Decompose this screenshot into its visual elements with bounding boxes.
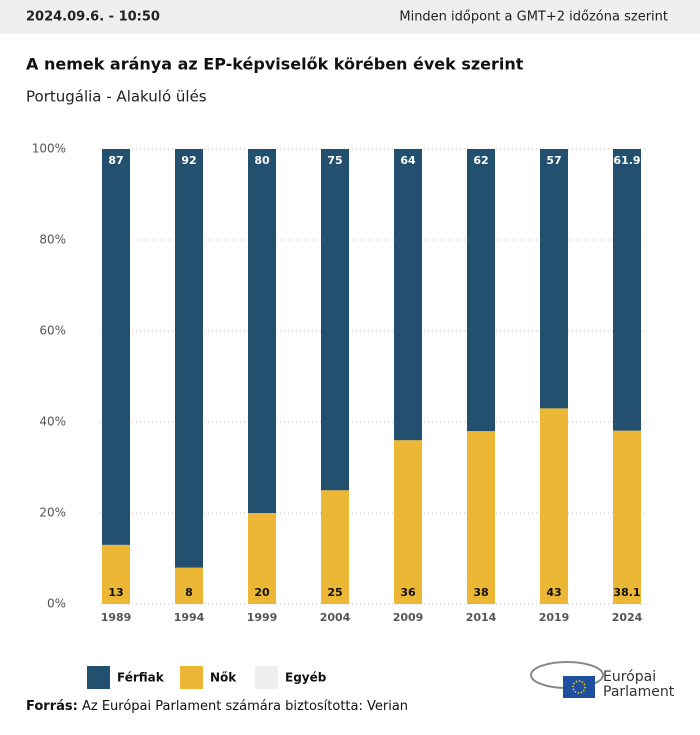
logo-line2: Parlament	[603, 684, 675, 700]
value-label: 62	[473, 154, 488, 167]
x-tick-label: 2019	[539, 611, 570, 624]
source: Forrás: Az Európai Parlament számára biz…	[26, 699, 408, 714]
logo-stars	[572, 680, 586, 694]
legend-label: Férfiak	[117, 671, 165, 685]
legend-label: Nők	[210, 671, 237, 685]
value-label: 8	[185, 586, 193, 599]
legend: Férfiak Nők Egyéb	[87, 666, 327, 689]
x-tick-label: 2024	[612, 611, 643, 624]
logo-line1: Európai	[603, 669, 656, 685]
value-label: 61.9	[613, 154, 640, 167]
y-tick-label: 100%	[32, 142, 66, 156]
value-label: 75	[327, 154, 342, 167]
value-label: 38.1	[613, 586, 640, 599]
value-label: 25	[327, 586, 342, 599]
bar-segment	[175, 567, 203, 604]
bar-segment	[102, 544, 130, 604]
bar-segment	[175, 149, 203, 568]
chart-subtitle: Portugália - Alakuló ülés	[26, 88, 207, 106]
legend-swatch	[255, 666, 278, 689]
source-text: Az Európai Parlament számára biztosított…	[82, 699, 408, 714]
bar-segment	[467, 431, 495, 604]
bar-segment	[540, 149, 568, 409]
y-tick-label: 0%	[47, 597, 66, 611]
legend-swatch	[87, 666, 110, 689]
x-tick-label: 1994	[174, 611, 205, 624]
legend-label: Egyéb	[285, 671, 327, 685]
y-tick-label: 80%	[39, 233, 66, 247]
bar-segment	[321, 149, 349, 491]
timezone-note: Minden időpont a GMT+2 időzóna szerint	[399, 10, 668, 25]
value-label: 36	[400, 586, 416, 599]
legend-swatch	[180, 666, 203, 689]
logo: Európai Parlament	[530, 661, 675, 700]
x-tick-label: 1999	[247, 611, 278, 624]
bar-segment	[613, 149, 641, 431]
value-label: 92	[181, 154, 196, 167]
timestamp: 2024.09.6. - 10:50	[26, 10, 160, 25]
bar-segment	[394, 149, 422, 441]
value-label: 57	[546, 154, 561, 167]
y-tick-label: 60%	[39, 324, 66, 338]
value-label: 87	[108, 154, 123, 167]
bar-segment	[248, 513, 276, 604]
value-label: 38	[473, 586, 488, 599]
bar-segment	[394, 440, 422, 604]
value-label: 64	[400, 154, 416, 167]
bar-segment	[102, 149, 130, 545]
bar-segment	[540, 408, 568, 604]
source-label: Forrás:	[26, 699, 78, 714]
plot-area: 0% 20% 40% 60% 80% 100% 1989 13 87 1994 8 92 1999 20 8…	[32, 142, 645, 624]
value-label: 20	[254, 586, 270, 599]
x-tick-label: 2004	[320, 611, 351, 624]
x-tick-label: 2009	[393, 611, 424, 624]
value-label: 80	[254, 154, 270, 167]
bar-segment	[613, 430, 641, 604]
x-tick-label: 2014	[466, 611, 497, 624]
value-label: 43	[546, 586, 561, 599]
chart-title: A nemek aránya az EP-képviselők körében …	[26, 55, 524, 74]
y-tick-label: 20%	[39, 506, 66, 520]
bar-segment	[248, 149, 276, 513]
bar-segment	[467, 149, 495, 432]
header-bar	[0, 0, 700, 34]
y-tick-label: 40%	[39, 415, 66, 429]
logo-flag	[563, 676, 595, 698]
bar-segment	[321, 490, 349, 604]
value-label: 13	[108, 586, 123, 599]
x-tick-label: 1989	[101, 611, 132, 624]
